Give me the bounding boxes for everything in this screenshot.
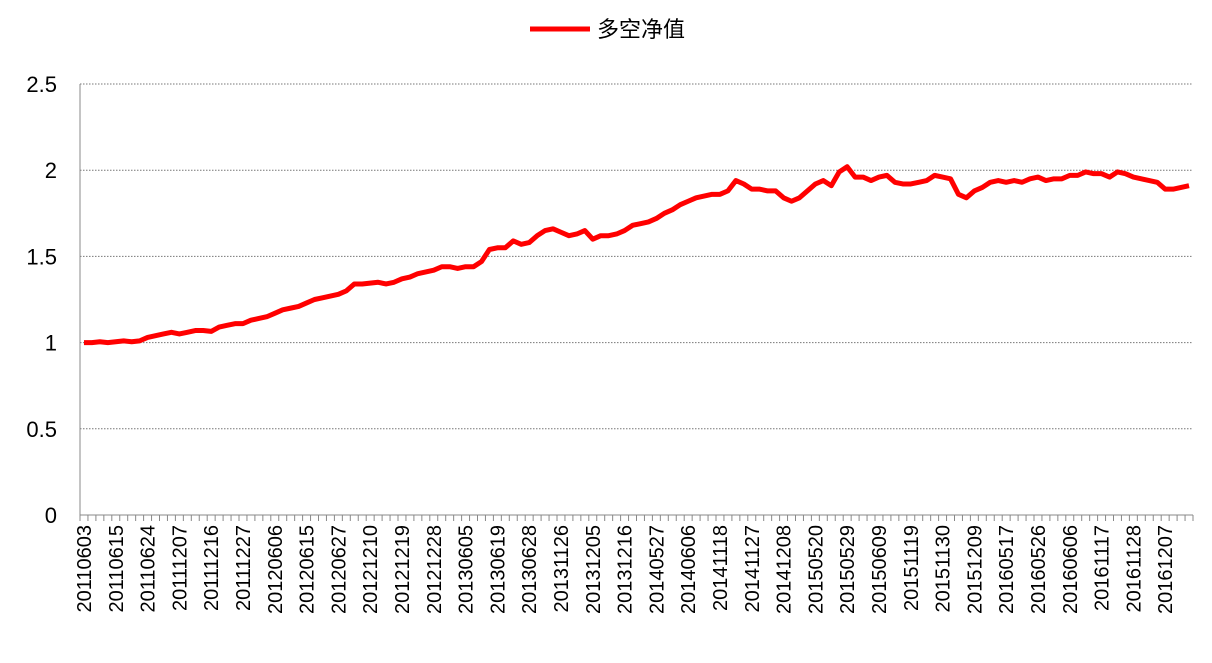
x-tick-label: 20160526 <box>1028 525 1050 614</box>
x-tick-label: 20111227 <box>233 525 255 611</box>
x-tick-label: 20110603 <box>74 525 96 613</box>
x-tick-label: 20111216 <box>201 525 223 611</box>
x-tick-label: 20160517 <box>996 525 1018 614</box>
y-tick-label: 2.5 <box>26 72 57 97</box>
x-tick-label: 20131126 <box>551 525 573 613</box>
x-tick-label: 20161117 <box>1092 525 1114 611</box>
x-tick-label: 20130605 <box>456 525 478 614</box>
x-tick-label: 20161128 <box>1123 525 1145 613</box>
x-tick-label: 20120615 <box>297 525 319 614</box>
line <box>83 164 1190 346</box>
x-tick-label: 20160606 <box>1060 525 1082 614</box>
x-tick-label: 20121219 <box>392 525 414 614</box>
x-tick-label: 20141208 <box>774 525 796 614</box>
y-tick-label: 1.5 <box>26 244 57 269</box>
legend-label: 多空净值 <box>597 17 685 42</box>
x-tick-label: 20150520 <box>805 525 827 614</box>
x-tick-label: 20131205 <box>583 525 605 614</box>
x-tick-label: 20141127 <box>742 525 764 613</box>
x-tick-label: 20131216 <box>615 525 637 614</box>
x-tick-label: 20130628 <box>519 525 541 614</box>
x-tick-label: 20110615 <box>106 525 128 613</box>
y-tick-label: 2 <box>45 158 57 183</box>
x-tick-label: 20150609 <box>869 525 891 614</box>
x-tick-label: 20150529 <box>837 525 859 614</box>
x-tick-label: 20111207 <box>169 525 191 611</box>
y-tick-label: 1 <box>45 331 57 356</box>
y-tick-label: 0.5 <box>26 417 57 442</box>
x-tick-label: 20151209 <box>964 525 986 614</box>
x-tick-label: 20140606 <box>678 525 700 614</box>
x-tick-label: 20151119 <box>901 525 923 611</box>
y-tick-label: 0 <box>45 503 57 528</box>
x-tick-label: 20120627 <box>328 525 350 614</box>
x-tick-label: 20121210 <box>360 525 382 614</box>
x-tick-label: 20151130 <box>933 525 955 613</box>
x-tick-label: 20141118 <box>710 525 732 611</box>
x-tick-label: 20161207 <box>1155 525 1177 614</box>
x-tick-label: 20130619 <box>487 525 509 614</box>
x-tick-label: 20120606 <box>265 525 287 614</box>
x-tick-label: 20110624 <box>138 525 160 613</box>
x-tick-label: 20121228 <box>424 525 446 614</box>
x-tick-label: 20140527 <box>646 525 668 614</box>
